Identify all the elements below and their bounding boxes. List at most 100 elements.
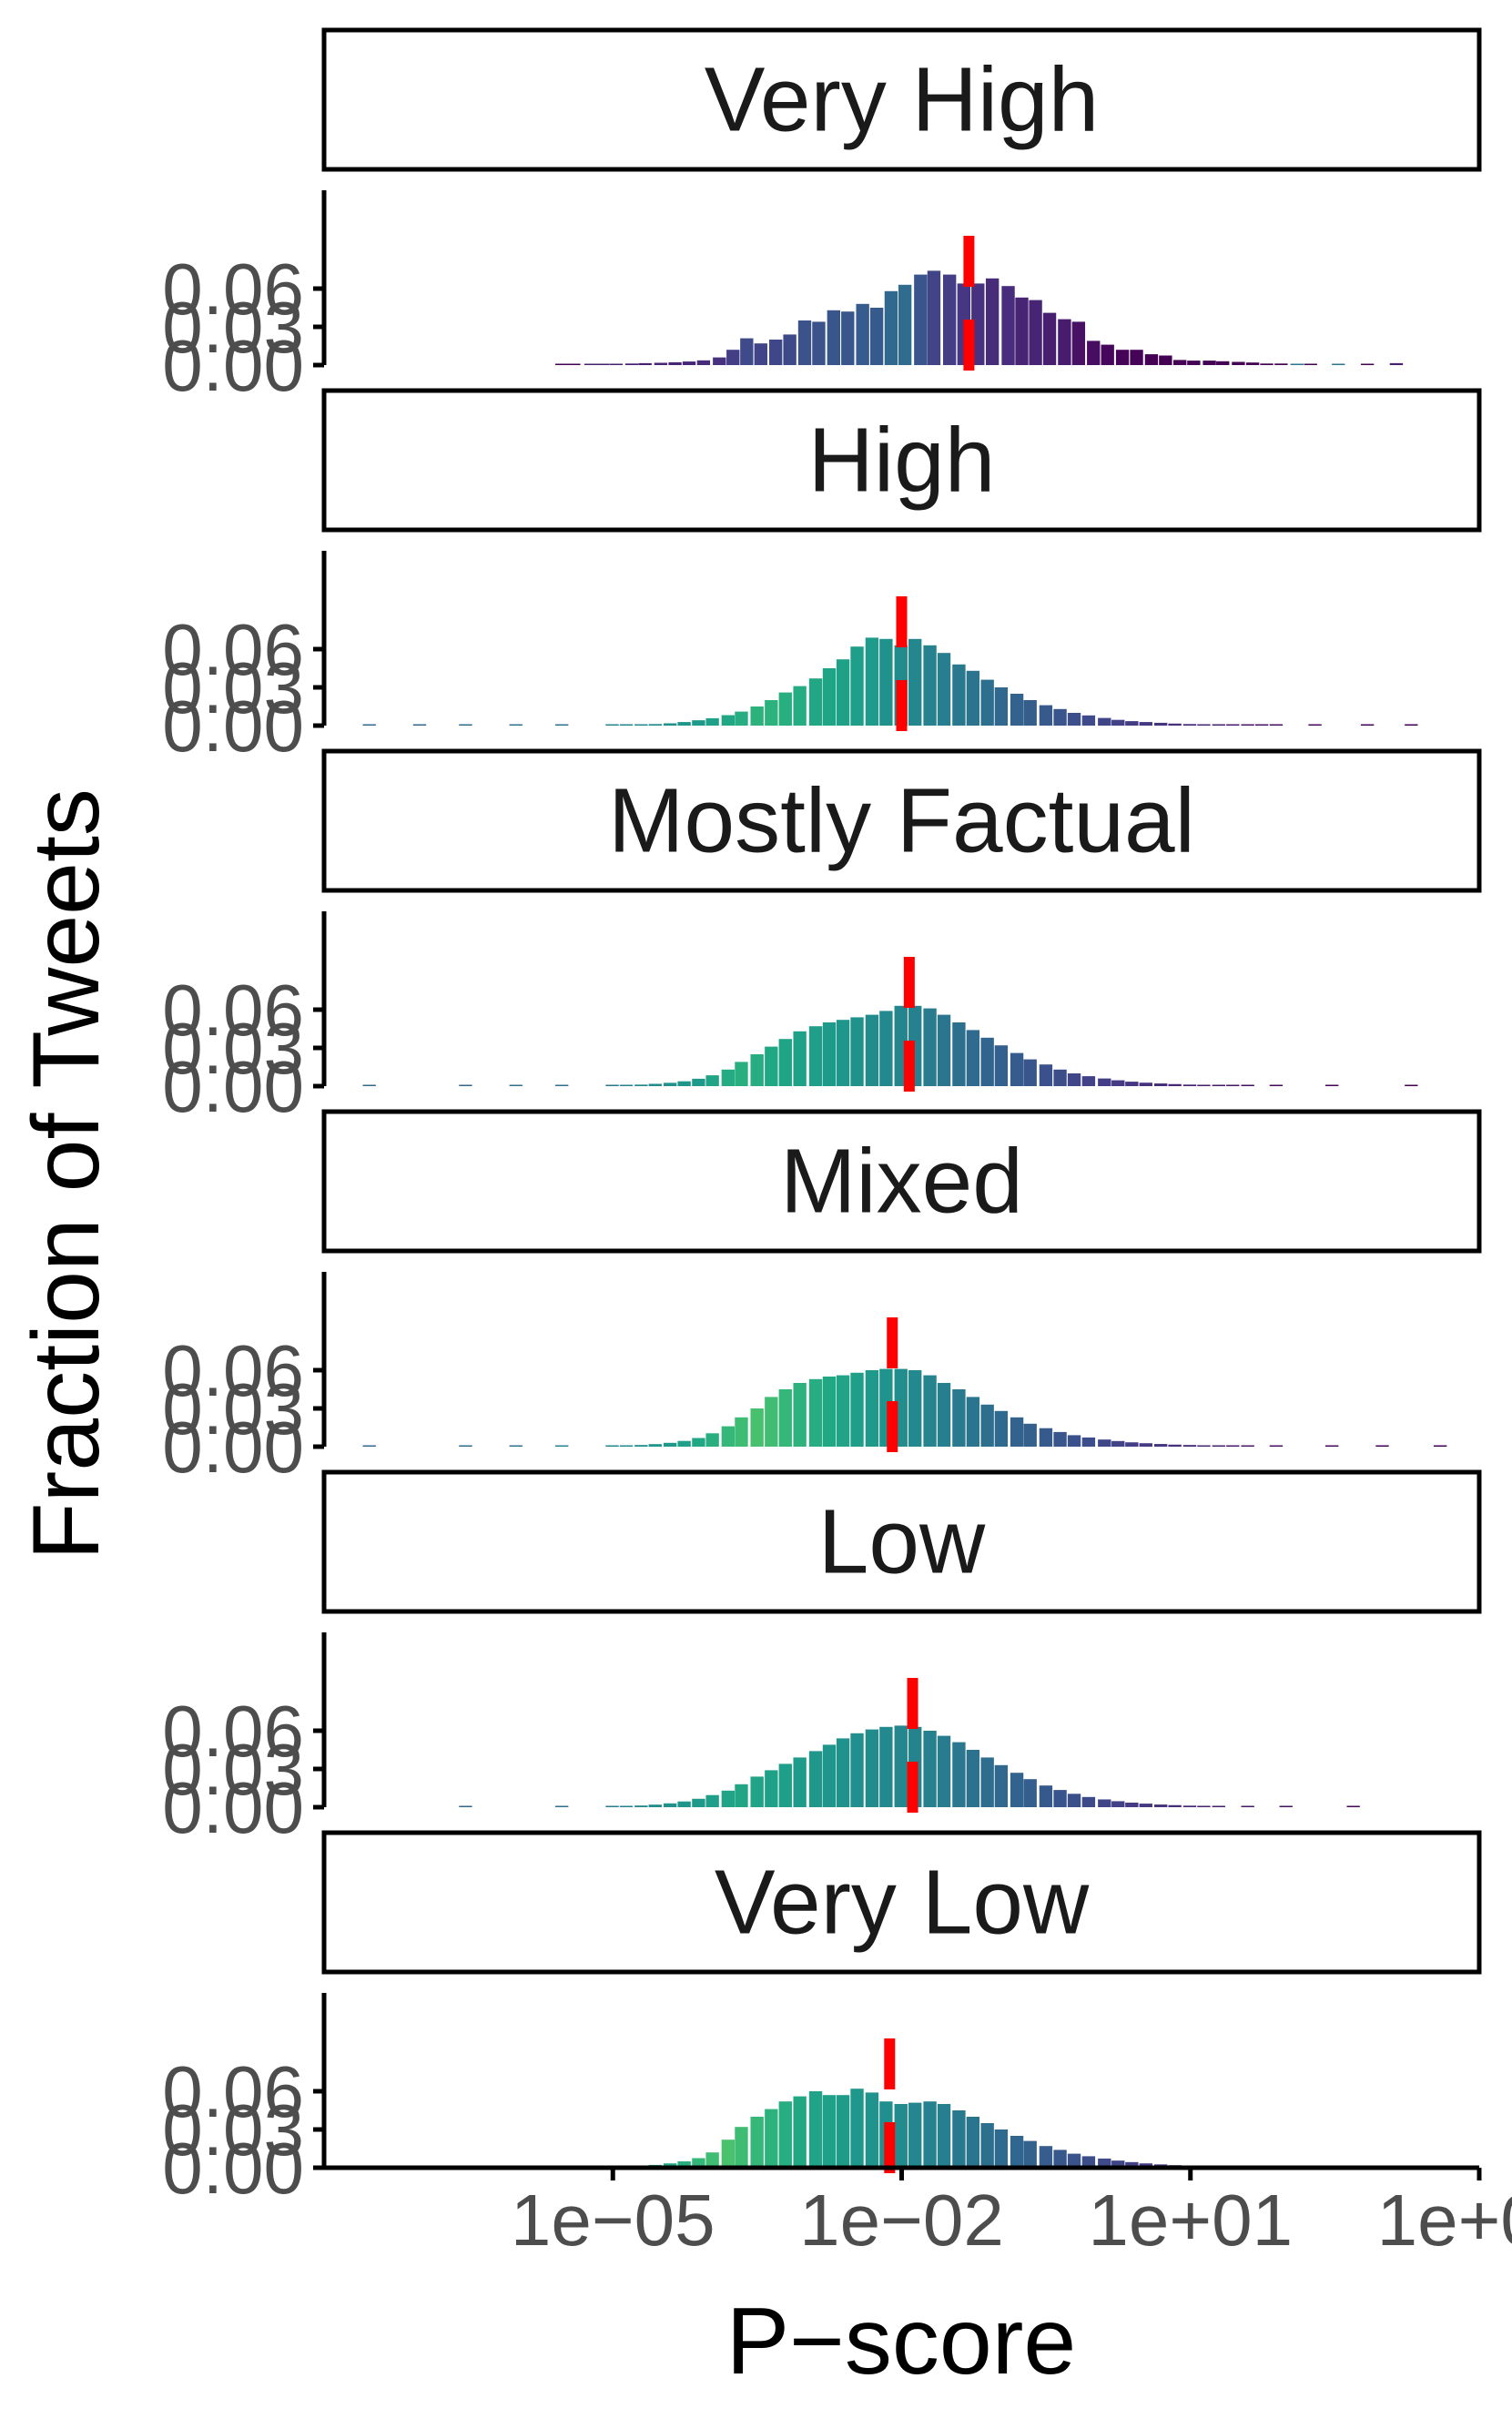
histogram-bar — [1241, 724, 1254, 726]
histogram-bar — [1023, 1423, 1037, 1447]
histogram-bar — [1241, 1805, 1254, 1807]
histogram-bar — [1153, 1083, 1168, 1086]
histogram-bar — [726, 350, 740, 365]
histogram-bar — [952, 1389, 966, 1447]
histogram-bar — [1125, 721, 1139, 726]
y-tick-label: 0.03 — [162, 647, 304, 728]
histogram-bar — [841, 311, 855, 365]
y-tick-label: 0.06 — [162, 609, 304, 690]
histogram-bar — [754, 343, 767, 365]
y-tick-label: 0.03 — [162, 1008, 304, 1089]
histogram-bar — [808, 2091, 823, 2168]
histogram-bar — [721, 1426, 736, 1447]
histogram-bar — [980, 1404, 994, 1447]
histogram-bar — [850, 1017, 864, 1086]
histogram-bar — [836, 659, 850, 726]
facet-panel: High 0.000.030.06 — [162, 388, 1482, 767]
histogram-bar — [879, 1726, 893, 1807]
facet-label: Mixed — [780, 1131, 1023, 1233]
histogram-bar — [654, 362, 668, 365]
histogram-bar — [850, 1372, 864, 1447]
histogram-bar — [1010, 1773, 1024, 1807]
histogram-bar — [1010, 694, 1024, 726]
facet-panel: Very High 0.000.030.06 — [162, 27, 1482, 406]
facet-label: High — [808, 410, 996, 512]
histogram-bar — [865, 1370, 879, 1447]
histogram-bar — [677, 722, 691, 726]
histogram-bar — [1197, 1084, 1211, 1086]
histogram-bar — [459, 1805, 472, 1807]
histogram-bar — [1245, 362, 1260, 365]
histogram-bar — [850, 1733, 864, 1807]
histogram-bar — [1212, 1084, 1226, 1086]
histogram-bar — [1241, 1445, 1254, 1447]
histogram-bar — [966, 1397, 980, 1447]
histogram-bar — [459, 724, 472, 726]
facet-strip — [321, 1469, 1482, 1614]
histogram-bar — [1226, 1445, 1240, 1447]
histogram-bar — [778, 692, 792, 726]
histogram-bar — [1039, 1785, 1053, 1807]
histogram-bar — [605, 1805, 619, 1807]
histogram-bar — [705, 1433, 719, 1447]
histogram-bar — [1067, 1794, 1081, 1807]
histogram-bar — [735, 1784, 748, 1807]
histogram-bar — [1241, 1084, 1254, 1086]
histogram-bar — [648, 1444, 662, 1447]
histogram-bar — [952, 1022, 966, 1086]
histogram-bar — [648, 1804, 662, 1807]
histogram-bar — [1029, 300, 1042, 365]
histogram-bar — [1304, 363, 1317, 365]
y-tick-label: 0.00 — [162, 686, 304, 767]
histogram-bar — [793, 1757, 807, 1807]
histogram-bar — [1433, 1445, 1447, 1447]
histogram-bar — [1232, 361, 1245, 365]
histogram-bar — [735, 1062, 748, 1086]
histogram-bar — [1260, 363, 1274, 365]
histogram-bar — [605, 1445, 619, 1447]
histogram-bar — [1125, 1082, 1139, 1086]
histogram-bar — [1153, 1804, 1168, 1807]
histogram-bar — [696, 360, 711, 365]
y-tick-label: 0.00 — [162, 2128, 304, 2209]
histogram-bar — [1023, 1059, 1037, 1086]
histogram-bar — [1153, 1444, 1168, 1447]
histogram-bar — [937, 1383, 951, 1447]
histogram-bar — [980, 679, 994, 726]
histogram-bar — [994, 1410, 1009, 1447]
histogram-bar — [923, 1375, 937, 1447]
histogram-bar — [1212, 1805, 1226, 1807]
histogram-bar — [812, 321, 826, 365]
histogram-bar — [677, 1440, 691, 1447]
histogram-bar — [1053, 1790, 1067, 1807]
histogram-bar — [648, 1083, 662, 1086]
histogram-bar — [663, 1803, 677, 1807]
x-tick-label: 1e−05 — [511, 2180, 715, 2261]
histogram-bar — [362, 1084, 376, 1086]
facet-panel: Mixed 0.000.030.06 — [162, 1109, 1482, 1488]
histogram-bar — [721, 1069, 736, 1086]
histogram-bar — [509, 1445, 523, 1447]
histogram-bar — [1098, 2158, 1111, 2168]
histogram-bar — [952, 1742, 966, 1807]
histogram-bar — [1081, 715, 1096, 726]
histogram-bar — [1269, 1445, 1284, 1447]
histogram-bar — [768, 340, 783, 365]
histogram-bar — [1098, 717, 1111, 726]
histogram-bar — [1153, 722, 1168, 726]
histogram-bar — [1332, 363, 1345, 365]
histogram-bar — [966, 1750, 980, 1807]
histogram-bar — [692, 720, 705, 726]
facets-layer: Very High0.000.030.06High0.000.030.06Mos… — [162, 27, 1482, 2209]
histogram-bar — [750, 1776, 764, 1807]
histogram-bar — [966, 670, 980, 726]
histogram-bar — [923, 645, 937, 726]
histogram-bar — [879, 638, 893, 726]
histogram-bar — [808, 1026, 823, 1086]
histogram-bar — [914, 274, 928, 365]
facet-panel: Very Low 0.000.030.06 — [162, 1830, 1482, 2209]
histogram-bar — [1212, 724, 1226, 726]
histogram-bar — [1159, 355, 1172, 365]
histogram-bar — [459, 1084, 472, 1086]
